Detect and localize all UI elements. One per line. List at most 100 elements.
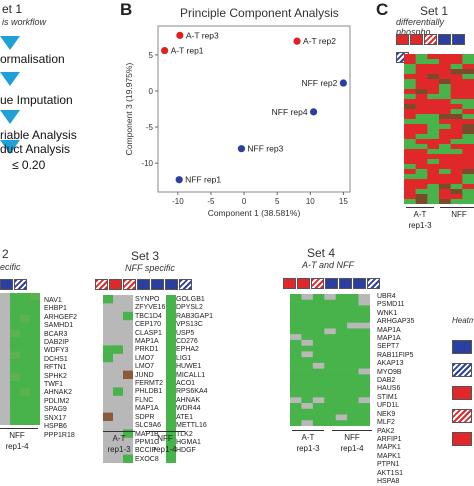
heatmap-cell [415,109,428,115]
heatmap-cell [347,328,359,335]
sample-square [325,278,338,289]
pca-point [161,46,169,55]
heatmap-cell [427,119,440,125]
heatmap-cell [439,144,451,150]
heatmap-cell [312,328,325,335]
heatmap-cell [404,164,416,170]
heatmap-cell [10,300,21,308]
heatmap-cell [312,414,325,421]
pca-x-tick-label: 5 [275,197,280,206]
gene-label: DCHS1 [44,355,68,363]
heatmap-cell [427,79,440,85]
heatmap-cell [324,357,337,364]
heatmap-cell [427,99,440,105]
heatmap-cell [301,294,314,301]
gene-label: UFD1L [377,402,400,410]
gene-label: VPS13C [176,321,203,329]
set3-heatmap-right [166,295,176,463]
panel-c-subtitle: differentially phospho [396,17,445,37]
heatmap-cell [290,316,302,323]
heatmap-cell [404,69,416,75]
heatmap-cell [335,305,348,312]
heatmap-cell [301,345,314,352]
heatmap-cell [123,429,133,439]
heatmap-cell [439,64,451,70]
set4-bracket-nff [332,430,372,431]
heatmap-cell [290,299,302,306]
heatmap-cell [290,339,302,346]
heatmap-cell [462,124,474,130]
heatmap-cell [462,104,474,110]
heatmap-cell [358,311,370,318]
heatmap-cell [103,454,114,463]
gene-label: NAV1 [44,297,62,304]
heatmap-cell [415,139,428,145]
heatmap-cell [347,403,359,410]
heatmap-cell [30,359,40,367]
heatmap-cell [439,99,451,105]
heatmap-cell [301,403,314,410]
heatmap-cell [290,391,302,398]
gene-label: SEPT7 [377,343,400,351]
heatmap-cell [301,299,314,306]
sample-square [283,278,296,289]
heatmap-cell [404,144,416,150]
heatmap-cell [415,154,428,160]
heatmap-cell [103,370,114,380]
heatmap-cell [123,295,133,304]
heatmap-cell [113,437,124,447]
heatmap-cell [462,54,474,60]
heatmap-cell [290,408,302,415]
heatmap-cell [404,159,416,165]
workflow-step-4: duct Analysis [0,142,71,156]
pca-point-label: NFF rep4 [272,107,308,117]
heatmap-cell [166,362,176,371]
heatmap-cell [113,328,124,338]
gene-label: AHNAK2 [44,389,73,397]
heatmap-cell [415,79,428,85]
set3-gene-list-left: SYNPO ZFYVE16 TBC1D4 CEP170 CLASP1 MAP1A PRKD1… [135,296,165,464]
heatmap-cell [462,199,474,204]
gene-label: EXOC8 [135,455,159,463]
heatmap-cell [427,139,440,145]
heatmap-cell [439,59,451,65]
heatmap-cell [30,410,40,418]
heatmap-cell [427,189,440,195]
heatmap-cell [301,316,314,323]
heatmap-cell [20,359,31,367]
heatmap-cell [404,139,416,145]
heatmap-cell [439,179,451,185]
heatmap-cell [10,315,21,323]
heatmap-cell [462,139,474,145]
heatmap-cell [103,311,114,321]
heatmap-cell [462,94,474,100]
heatmap-cell [462,149,474,155]
gene-label: HAUS6 [377,385,401,393]
heatmap-cell [20,351,31,360]
heatmap-cell [415,124,428,130]
heatmap-cell [404,109,416,115]
gene-label: DAB2IP [44,339,69,347]
heatmap-cell [450,154,463,160]
set3-subtitle: NFF specific [125,263,175,273]
heatmap-cell [358,345,370,352]
heatmap-cell [462,184,474,190]
sample-square [123,279,136,290]
heatmap-cell [450,104,463,110]
heatmap-cell [290,420,302,426]
heatmap-cell [462,159,474,165]
gene-label: FERMT2 [135,380,163,388]
heatmap-cell [113,446,124,455]
set3-group-at-reps: rep1-3 [107,445,131,454]
heatmap-cell [312,311,325,318]
heatmap-cell [123,387,133,397]
gene-label: ATE1 [176,413,193,421]
heatmap-cell [427,179,440,185]
heatmap-cell [113,295,124,304]
heatmap-cell [10,417,21,425]
gene-label: PAK2 [377,427,395,435]
heatmap-cell [450,109,463,115]
heatmap-cell [123,337,133,346]
heatmap-cell [462,134,474,140]
set4-gene-list: UBR4 PSMD11 WNK1 ARHGAP35 MAP1A MAP1A SEPT7 RAB… [377,293,414,486]
